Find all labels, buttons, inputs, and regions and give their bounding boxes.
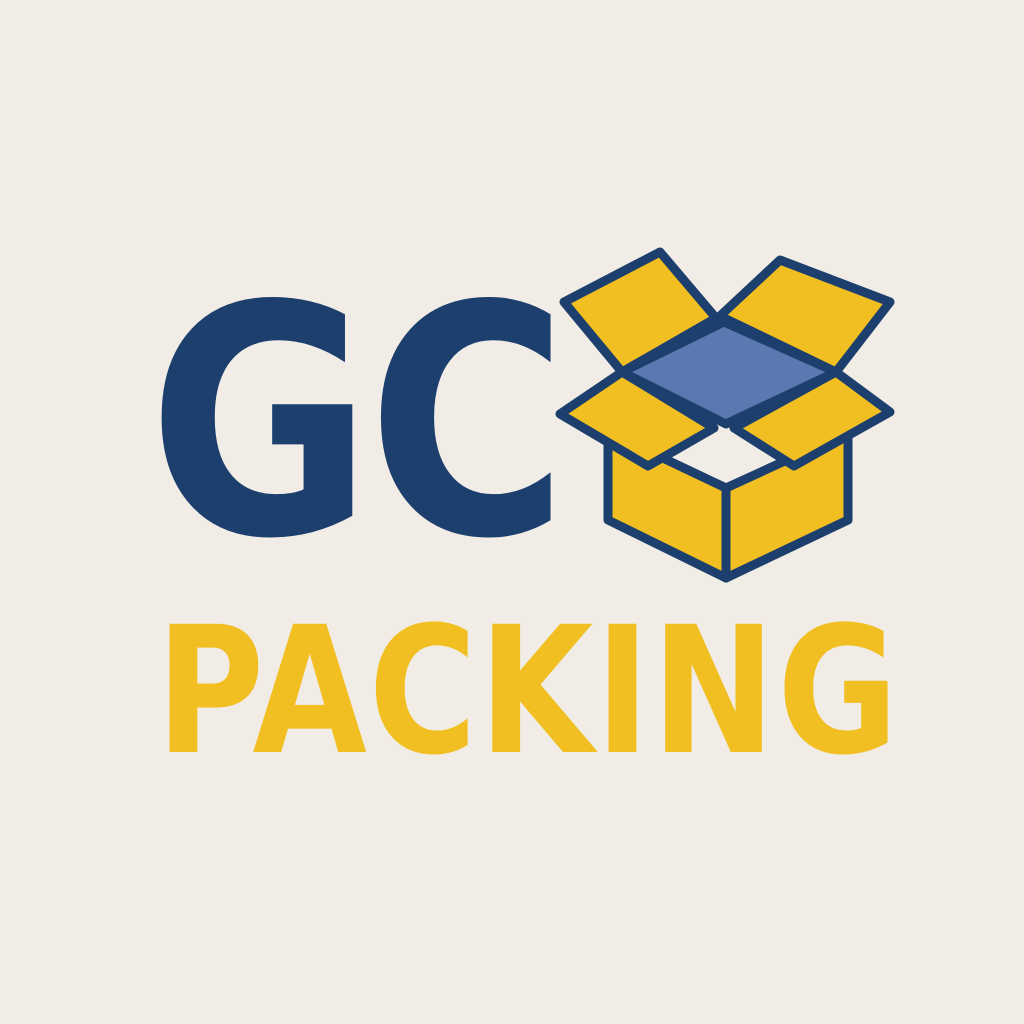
open-box-icon — [555, 247, 895, 583]
logo-wordmark-gc: GC — [148, 238, 568, 608]
logo-wordmark-packing: PACKING — [156, 589, 901, 794]
